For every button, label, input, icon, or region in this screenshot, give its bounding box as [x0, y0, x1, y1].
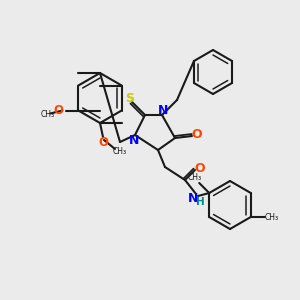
Text: CH₃: CH₃	[113, 146, 127, 155]
Text: O: O	[53, 104, 63, 117]
Text: N: N	[188, 191, 198, 205]
Text: CH₃: CH₃	[187, 173, 201, 182]
Text: O: O	[192, 128, 202, 142]
Text: S: S	[125, 92, 134, 106]
Text: H: H	[196, 197, 204, 207]
Text: N: N	[129, 134, 139, 146]
Text: O: O	[195, 161, 205, 175]
Text: CH₃: CH₃	[40, 110, 54, 119]
Text: O: O	[98, 136, 108, 149]
Text: N: N	[158, 103, 168, 116]
Text: CH₃: CH₃	[265, 212, 279, 221]
